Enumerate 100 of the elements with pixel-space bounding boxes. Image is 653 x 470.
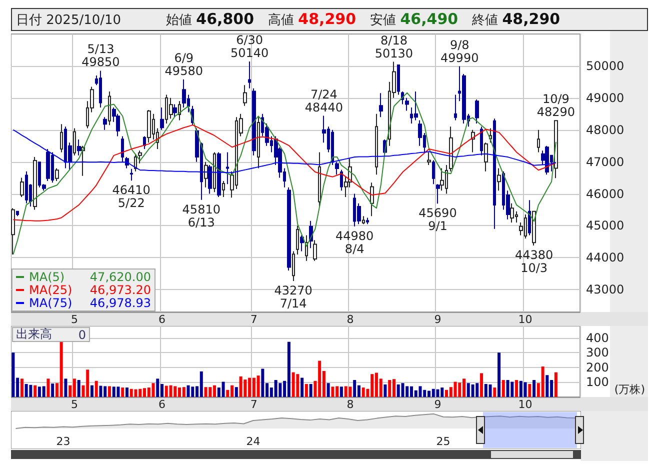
candlestick	[397, 64, 400, 96]
candlestick	[147, 110, 151, 144]
bar	[222, 382, 225, 397]
candlestick	[532, 210, 536, 246]
bar	[108, 386, 111, 397]
candlestick	[11, 208, 15, 255]
bar	[244, 380, 247, 397]
bar	[208, 387, 212, 397]
candlestick	[130, 168, 133, 182]
bar	[60, 340, 63, 397]
y-tick-label: 400	[586, 330, 609, 345]
bar	[191, 386, 194, 397]
bar	[309, 384, 312, 397]
bar	[445, 390, 448, 397]
bar	[287, 342, 290, 397]
candlestick	[25, 170, 28, 204]
x-tick-label: 7	[250, 398, 258, 411]
y-axis-title: (万株)	[614, 383, 646, 396]
text: 日付 2025/10/10	[16, 12, 122, 28]
bar	[51, 384, 54, 397]
bar	[304, 384, 308, 397]
bar	[130, 388, 133, 397]
bar	[90, 385, 94, 397]
candlestick	[318, 152, 321, 208]
candlestick	[252, 88, 256, 156]
candlestick	[248, 60, 251, 89]
annotation: 10/9 48290	[536, 92, 576, 120]
candlestick	[375, 113, 378, 176]
bar	[388, 380, 392, 397]
candlestick	[46, 148, 50, 182]
bar	[12, 352, 15, 397]
annotation: 46410 5/22	[112, 183, 150, 210]
legend-label: MA(75)	[29, 296, 72, 310]
bar	[384, 384, 387, 397]
x-tick-label: 10	[518, 398, 532, 411]
bar	[353, 380, 356, 397]
bar	[182, 387, 186, 397]
text: 高値 48,290	[268, 10, 356, 29]
candlestick	[480, 126, 483, 156]
bar	[29, 384, 32, 397]
bar	[234, 387, 238, 397]
x-tick-label: 24	[246, 435, 260, 448]
y-tick-label: 200	[586, 360, 609, 374]
y-tick-label: 47000	[586, 154, 624, 169]
candlestick	[537, 129, 540, 153]
x-tick-label: 6	[158, 398, 166, 411]
y-tick-label: 49000	[586, 90, 624, 105]
annotation: 47,620.00	[90, 270, 151, 284]
candlestick	[545, 145, 549, 176]
candlestick	[257, 116, 260, 169]
bar	[348, 386, 352, 397]
candlestick	[554, 120, 558, 179]
candlestick	[99, 70, 102, 108]
candlestick	[73, 128, 76, 156]
candlestick	[55, 168, 59, 182]
candlestick	[121, 136, 124, 162]
y-tick-label: 300	[586, 346, 609, 360]
bar	[502, 380, 505, 397]
candlestick	[173, 104, 177, 118]
y-tick-label: 46000	[586, 186, 624, 201]
y-tick-label: 45000	[586, 218, 624, 233]
candlestick	[340, 169, 343, 192]
candlestick	[366, 217, 369, 225]
text: 始値 46,800	[166, 10, 254, 29]
bar	[152, 383, 155, 397]
annotation: 45690 9/1	[418, 206, 457, 234]
bar	[436, 389, 440, 397]
x-tick-label: 23	[56, 435, 70, 448]
legend-label: MA(25)	[29, 283, 72, 297]
annotation: 46,973.20	[90, 283, 151, 297]
candlestick	[160, 106, 164, 130]
candlestick	[484, 142, 488, 172]
bar	[125, 388, 128, 397]
bar	[42, 386, 46, 397]
candlestick	[287, 186, 291, 271]
bar	[401, 383, 404, 397]
x-tick-label: 8	[346, 313, 354, 326]
bar	[362, 388, 365, 397]
candlestick	[60, 124, 63, 153]
candlestick	[226, 152, 229, 185]
annotation: 44980 8/4	[335, 228, 374, 256]
bar	[476, 383, 479, 397]
annotation: 43270 7/14	[274, 284, 312, 311]
annotation: 5/13 49850	[82, 42, 120, 70]
candlestick	[379, 92, 383, 118]
candlestick	[440, 168, 444, 192]
annotation: 6/30 50140	[230, 32, 269, 60]
bar	[169, 385, 172, 397]
annotation: 7/24 48440	[304, 87, 344, 114]
bar	[296, 374, 300, 397]
bar	[116, 386, 120, 397]
bar	[174, 386, 177, 397]
bar	[186, 385, 190, 397]
bar	[331, 386, 334, 397]
candlestick	[489, 128, 492, 144]
y-tick-label: 43000	[586, 282, 624, 297]
bar	[532, 380, 536, 397]
x-tick-label: 5	[70, 398, 78, 411]
candlestick	[454, 94, 457, 121]
bar	[64, 378, 68, 397]
